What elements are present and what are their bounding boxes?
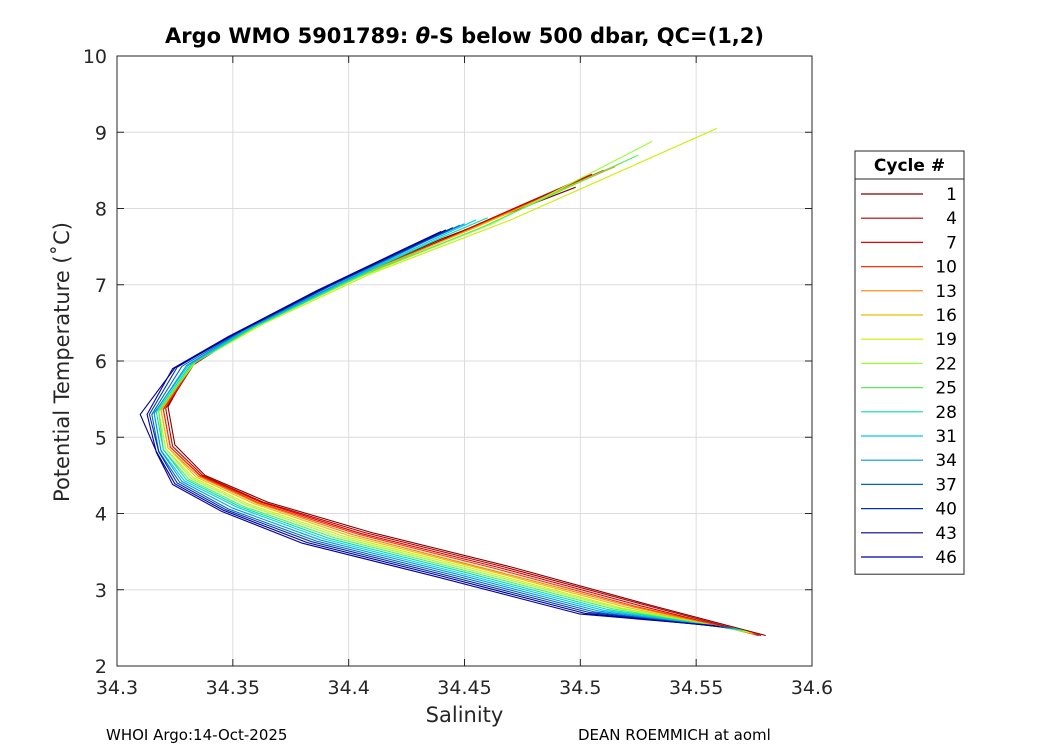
legend-label-cycle-10: 10 <box>935 258 957 278</box>
chart-title-theta: θ <box>415 24 431 48</box>
x-tick-label: 34.6 <box>791 677 833 699</box>
y-tick-label: 2 <box>95 656 107 678</box>
chart-title-suffix: -S below 500 dbar, QC=(1,2) <box>430 24 764 48</box>
legend: Cycle #1 4 7 10 13 16 19 22 25 28 31 34 37 40 43 46 <box>854 150 965 575</box>
legend-label-cycle-28: 28 <box>935 403 957 423</box>
x-tick-label: 34.4 <box>328 677 370 699</box>
footer-right: DEAN ROEMMICH at aoml <box>578 726 771 744</box>
x-tick-label: 34.3 <box>96 677 138 699</box>
legend-label-cycle-37: 37 <box>935 475 957 495</box>
chart-title-prefix: Argo WMO 5901789: <box>164 24 416 48</box>
legend-label-cycle-43: 43 <box>935 524 957 544</box>
legend-label-cycle-34: 34 <box>935 451 957 471</box>
axis-ticks: 34.3 34.35 34.4 34.45 34.5 34.55 34.6 2 3 4 5 6 7 8 9 1… <box>83 46 833 699</box>
legend-label-cycle-40: 40 <box>935 500 957 520</box>
y-axis-label: Potential Temperature (˚C) <box>50 222 74 502</box>
series-line-cycle-46 <box>146 230 715 627</box>
legend-title: Cycle # <box>874 156 945 176</box>
legend-label-cycle-25: 25 <box>935 379 957 399</box>
y-tick-label: 9 <box>95 122 107 144</box>
legend-label-cycle-19: 19 <box>935 330 957 350</box>
x-tick-label: 34.5 <box>559 677 601 699</box>
y-tick-label: 8 <box>95 199 107 221</box>
legend-label-cycle-16: 16 <box>935 306 957 326</box>
y-tick-label: 7 <box>95 275 107 297</box>
legend-box <box>854 150 965 575</box>
chart-title: Argo WMO 5901789: θ-S below 500 dbar, QC… <box>117 24 812 48</box>
x-tick-label: 34.35 <box>206 677 260 699</box>
y-tick-label: 6 <box>95 351 107 373</box>
legend-label-cycle-22: 22 <box>935 354 957 374</box>
x-tick-label: 34.45 <box>437 677 491 699</box>
y-tick-label: 4 <box>95 504 107 526</box>
y-tick-label: 5 <box>95 427 107 449</box>
series-line-cycle-34 <box>153 223 734 630</box>
legend-label-cycle-1: 1 <box>946 185 957 205</box>
y-tick-label: 10 <box>83 46 107 68</box>
x-axis-label: Salinity <box>425 703 504 727</box>
legend-label-cycle-31: 31 <box>935 427 957 447</box>
series-line-cycle-28 <box>155 217 743 631</box>
legend-label-cycle-4: 4 <box>946 209 957 229</box>
y-tick-label: 3 <box>95 580 107 602</box>
series-line-cycle-40 <box>148 227 725 628</box>
series-lines <box>139 127 766 637</box>
legend-label-cycle-46: 46 <box>935 548 957 568</box>
legend-label-cycle-7: 7 <box>946 233 957 253</box>
footer-left: WHOI Argo:14-Oct-2025 <box>106 726 288 744</box>
legend-label-cycle-13: 13 <box>935 282 957 302</box>
x-tick-label: 34.55 <box>669 677 723 699</box>
